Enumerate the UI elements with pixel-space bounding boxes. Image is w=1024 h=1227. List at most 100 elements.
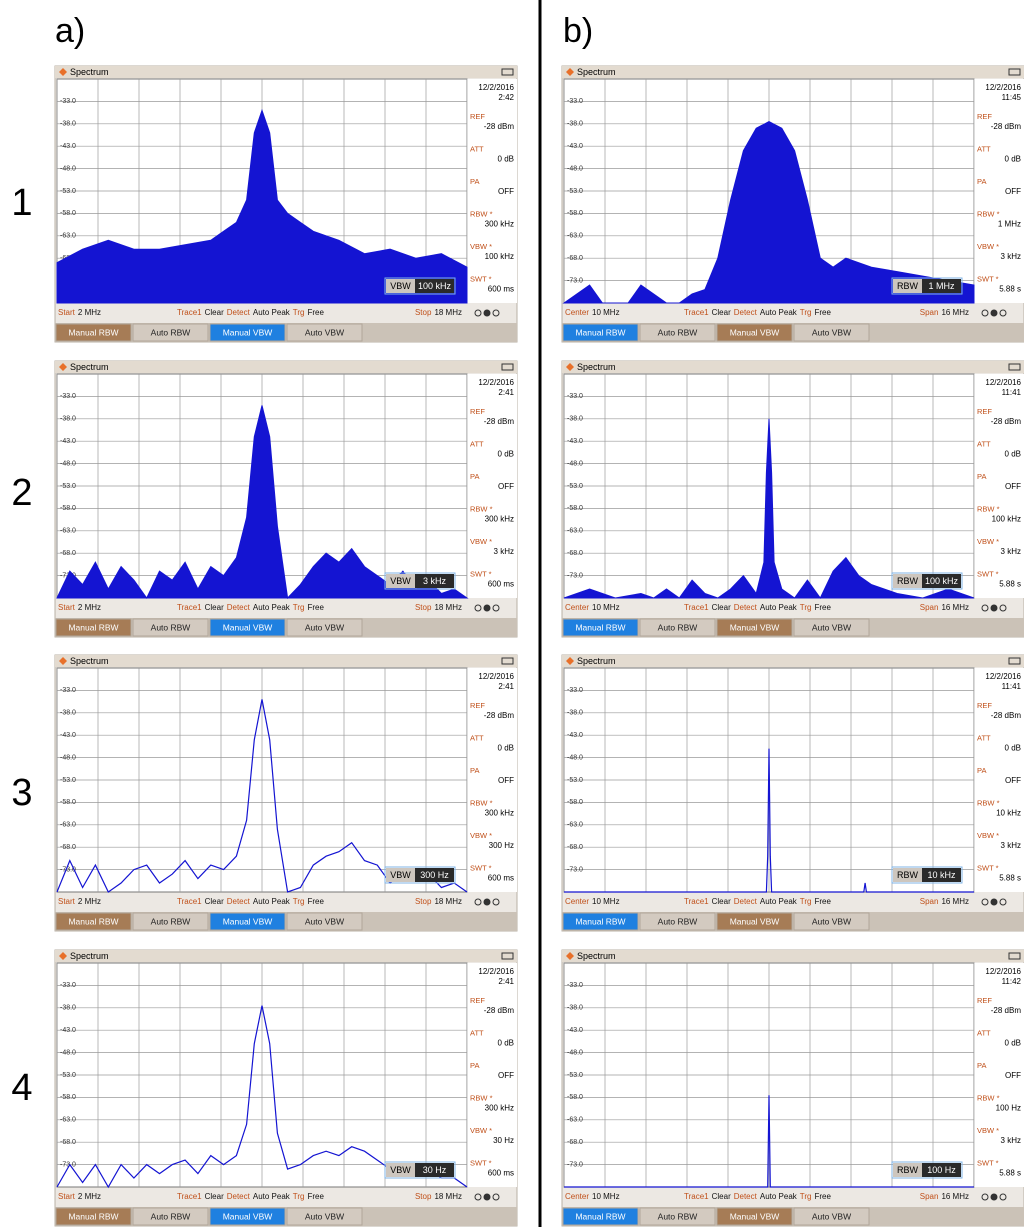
y-tick-label: -43.0 xyxy=(60,732,76,739)
softkey-label: Auto VBW xyxy=(812,916,851,926)
status-value: Free xyxy=(814,308,831,317)
status-text: Trace1 Clear Detect Auto Peak Trg Free xyxy=(177,308,324,317)
y-tick-label: -58.0 xyxy=(567,210,583,217)
logo-icon xyxy=(566,952,574,960)
battery-icon xyxy=(501,952,514,960)
y-tick-label: -73.0 xyxy=(567,1161,583,1168)
y-tick-label: -63.0 xyxy=(60,233,76,240)
setting-label: PA xyxy=(470,1061,479,1070)
y-tick-label: -53.0 xyxy=(60,188,76,195)
status-value: 2 MHz xyxy=(78,308,101,317)
setting-value: 300 kHz xyxy=(485,809,514,818)
status-label: Stop xyxy=(415,603,432,612)
y-tick-label: -33.0 xyxy=(60,98,76,105)
y-tick-label: -68.0 xyxy=(60,844,76,851)
box-label-bg xyxy=(386,1163,415,1177)
header-bar xyxy=(562,950,1024,962)
setting-label: SWT * xyxy=(470,274,492,283)
battery-icon xyxy=(501,68,514,76)
time: 2:42 xyxy=(498,93,514,102)
softkey-label: Auto VBW xyxy=(305,916,344,926)
y-tick-label: -38.0 xyxy=(60,416,76,423)
box-value: 100 Hz xyxy=(927,1165,956,1175)
status-icon xyxy=(483,898,491,906)
status-text: Trace1 Clear Detect Auto Peak Trg Free xyxy=(177,1192,324,1201)
softkey xyxy=(55,912,132,931)
softkey xyxy=(132,1207,209,1226)
status-label: Span xyxy=(920,897,939,906)
status-label: Span xyxy=(920,308,939,317)
setting-value: 3 kHz xyxy=(1001,1136,1021,1145)
setting-label: VBW * xyxy=(470,242,492,251)
status-text: Stop 18 MHz xyxy=(415,308,462,317)
softkey-label: Auto RBW xyxy=(658,327,698,337)
status-value: 2 MHz xyxy=(78,897,101,906)
setting-value: 0 dB xyxy=(498,1039,514,1048)
status-text: Span 16 MHz xyxy=(920,603,969,612)
setting-value: -28 dBm xyxy=(991,122,1022,131)
y-tick-label: -58.0 xyxy=(60,1094,76,1101)
setting-value: -28 dBm xyxy=(991,711,1022,720)
status-value: Auto Peak xyxy=(253,603,291,612)
panel-title: Spectrum xyxy=(577,67,616,77)
setting-value: 600 ms xyxy=(488,1169,514,1178)
trace-area xyxy=(563,418,975,599)
setting-label: RBW * xyxy=(470,1093,493,1102)
y-tick-label: -68.0 xyxy=(567,844,583,851)
status-value: 10 MHz xyxy=(592,1192,620,1201)
header-bar xyxy=(55,361,517,373)
y-tick-label: -38.0 xyxy=(567,121,583,128)
y-tick-label: -33.0 xyxy=(567,393,583,400)
y-tick-label: -53.0 xyxy=(567,777,583,784)
box-value: 100 kHz xyxy=(418,281,452,291)
status-value: 18 MHz xyxy=(434,897,462,906)
softkey-label: Auto RBW xyxy=(151,1211,191,1221)
spectrum-panel: Spectrum -33.0 -38.0 -43.0 -48.0 -53.0 -58.0 -6… xyxy=(561,360,1024,638)
status-label: Trg xyxy=(293,308,305,317)
box-value: 30 Hz xyxy=(423,1165,447,1175)
status-text: Stop 18 MHz xyxy=(415,603,462,612)
battery-icon xyxy=(1008,657,1021,665)
y-tick-label: -43.0 xyxy=(60,1027,76,1034)
setting-value: 100 kHz xyxy=(992,515,1021,524)
status-text: Trace1 Clear Detect Auto Peak Trg Free xyxy=(177,897,324,906)
header-bar xyxy=(562,361,1024,373)
setting-label: SWT * xyxy=(977,1158,999,1167)
softkey xyxy=(209,1207,286,1226)
status-label: Trg xyxy=(800,1192,812,1201)
y-tick-label: -58.0 xyxy=(567,799,583,806)
status-value: 18 MHz xyxy=(434,603,462,612)
status-text: Center 10 MHz xyxy=(565,1192,620,1201)
status-value: Free xyxy=(307,308,324,317)
status-label: Trace1 xyxy=(684,1192,709,1201)
y-tick-label: -68.0 xyxy=(567,550,583,557)
setting-label: RBW * xyxy=(977,504,1000,513)
softkey xyxy=(286,618,363,637)
status-value: Clear xyxy=(205,308,224,317)
status-icon xyxy=(999,604,1007,612)
status-icon xyxy=(492,898,500,906)
y-tick-label: -63.0 xyxy=(60,528,76,535)
status-value: Free xyxy=(307,1192,324,1201)
setting-value: 100 kHz xyxy=(485,252,514,261)
logo-icon xyxy=(59,657,67,665)
spectrum-panel: Spectrum -33.0 -38.0 -43.0 -48.0 -53.0 -58.0 -6… xyxy=(54,360,518,638)
battery-icon xyxy=(1008,952,1021,960)
status-label: Detect xyxy=(734,1192,758,1201)
status-value: Free xyxy=(814,897,831,906)
softkey-label: Manual RBW xyxy=(575,327,625,337)
status-label: Detect xyxy=(734,897,758,906)
status-text: Start 2 MHz xyxy=(58,897,101,906)
status-text: Center 10 MHz xyxy=(565,897,620,906)
setting-value: OFF xyxy=(498,1071,514,1080)
time: 11:45 xyxy=(1002,93,1022,102)
panel-title: Spectrum xyxy=(70,656,109,666)
time: 11:41 xyxy=(1002,682,1022,691)
status-label: Trace1 xyxy=(684,603,709,612)
y-tick-label: -33.0 xyxy=(60,982,76,989)
status-text: Stop 18 MHz xyxy=(415,897,462,906)
y-tick-label: -53.0 xyxy=(567,483,583,490)
status-label: Stop xyxy=(415,308,432,317)
y-tick-label: -73.0 xyxy=(60,866,76,873)
